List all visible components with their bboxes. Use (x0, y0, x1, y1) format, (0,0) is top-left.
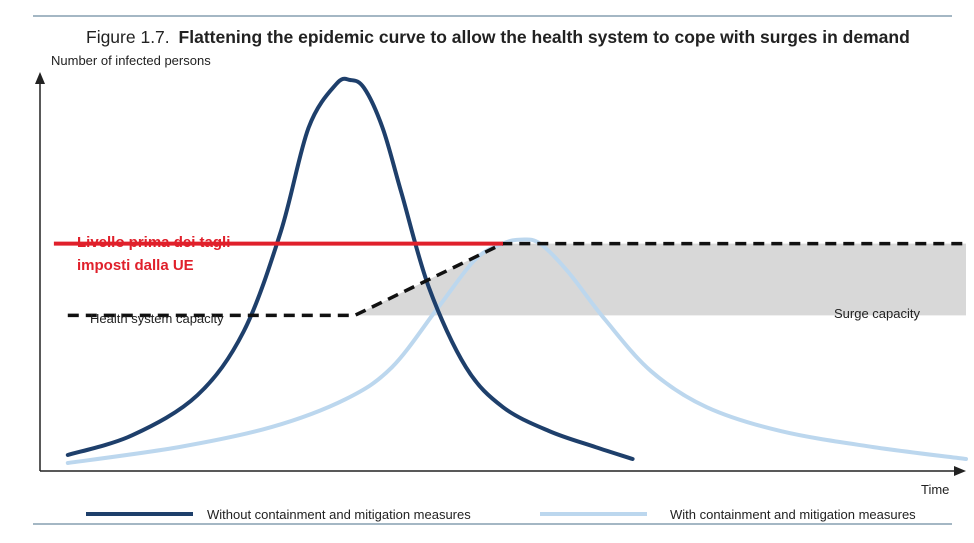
surge-capacity-band (354, 243, 967, 316)
axes (35, 72, 966, 476)
annotation-line-1: Livello prima dei tagli (77, 234, 230, 251)
figure-number: Figure 1.7. (86, 27, 170, 47)
legend-label-without: Without containment and mitigation measu… (207, 507, 471, 522)
x-axis-label: Time (921, 482, 949, 497)
legend-label-with: With containment and mitigation measures (670, 507, 916, 522)
health-capacity-label: Health system capacity (90, 311, 224, 326)
y-axis-arrowhead (35, 72, 45, 84)
series-with-measures-line (65, 237, 968, 465)
health-capacity-dashed-line (67, 241, 966, 318)
figure-title: Figure 1.7. Flattening the epidemic curv… (86, 27, 910, 47)
figure-title-text: Flattening the epidemic curve to allow t… (179, 27, 910, 47)
series-without-measures-line (65, 76, 635, 461)
y-axis-label: Number of infected persons (51, 53, 211, 68)
annotation-line-2: imposti dalla UE (77, 257, 194, 274)
legend: Without containment and mitigation measu… (86, 507, 916, 522)
surge-capacity-label: Surge capacity (834, 306, 920, 321)
x-axis-arrowhead (954, 466, 966, 476)
